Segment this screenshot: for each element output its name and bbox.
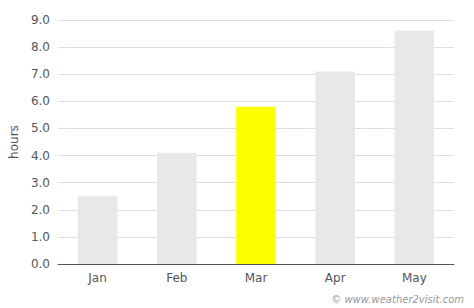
svg-text:hours: hours [7,125,21,159]
svg-text:7.0: 7.0 [31,67,50,81]
svg-text:1.0: 1.0 [31,230,50,244]
svg-text:9.0: 9.0 [31,13,50,27]
svg-text:4.0: 4.0 [31,149,50,163]
svg-text:8.0: 8.0 [31,40,50,54]
svg-text:0.0: 0.0 [31,257,50,271]
svg-text:May: May [402,271,427,285]
svg-text:Feb: Feb [166,271,187,285]
svg-text:3.0: 3.0 [31,176,50,190]
svg-text:Apr: Apr [325,271,346,285]
svg-text:5.0: 5.0 [31,121,50,135]
svg-text:6.0: 6.0 [31,94,50,108]
svg-text:© www.weather2visit.com: © www.weather2visit.com [331,294,464,305]
svg-text:2.0: 2.0 [31,203,50,217]
svg-text:Jan: Jan [87,271,107,285]
svg-text:Mar: Mar [245,271,268,285]
